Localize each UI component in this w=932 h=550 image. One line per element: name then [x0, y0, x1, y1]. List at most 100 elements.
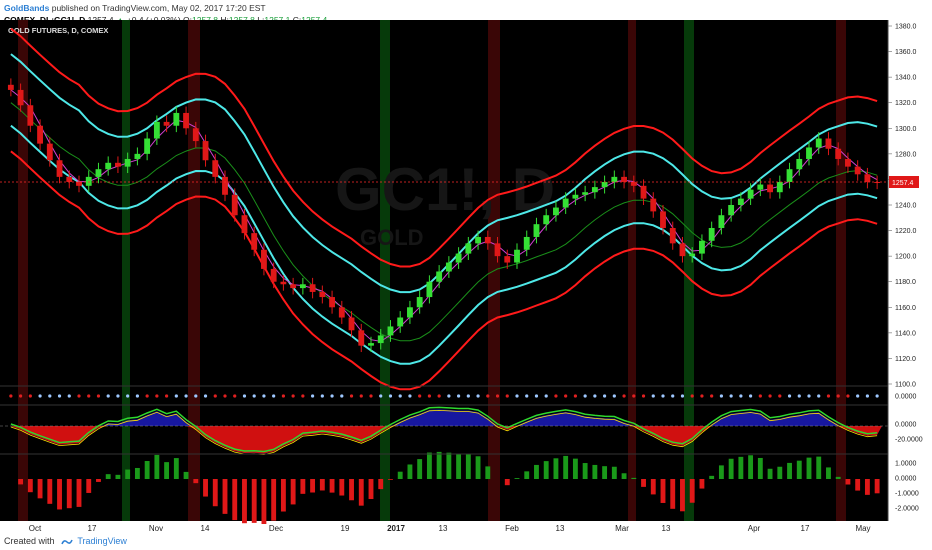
price-tag: [889, 176, 919, 188]
candle-body: [650, 198, 657, 212]
histogram-bar: [319, 479, 325, 491]
hist-axis-label: 1.0000: [895, 461, 917, 468]
histogram-bar: [436, 451, 442, 479]
histogram-bar: [173, 458, 179, 479]
histogram-bar: [271, 479, 277, 521]
chart-svg[interactable]: GC1!, D GOLD GOLD FUTURES, D, COMEX 1380…: [0, 20, 932, 534]
oscillator-negative-fill: [6, 426, 882, 454]
histogram-bar: [767, 468, 773, 479]
osc-axis-label: -20.0000: [895, 437, 923, 444]
histogram-bar: [96, 479, 101, 482]
signal-dot: [379, 394, 383, 398]
date-axis-label: Nov: [149, 524, 163, 533]
upper-outer-band: [10, 27, 878, 268]
signal-dot: [194, 394, 198, 398]
signal-dot: [418, 394, 422, 398]
signal-dot: [534, 394, 539, 398]
histogram-bar: [465, 453, 471, 479]
date-axis-label: May: [855, 524, 870, 533]
author-link[interactable]: GoldBands: [4, 3, 50, 13]
candles: [7, 78, 881, 353]
date-axis-label: 19: [341, 524, 350, 533]
histogram-bar: [748, 455, 754, 479]
chart-area[interactable]: GC1!, D GOLD GOLD FUTURES, D, COMEX 1380…: [0, 20, 932, 534]
candle-body: [338, 307, 345, 318]
signal-dot: [593, 394, 597, 398]
date-axis-label: 17: [88, 524, 97, 533]
histogram-bar: [592, 464, 598, 479]
histogram-bar: [232, 479, 238, 521]
signal-dot: [680, 394, 685, 398]
date-axis-label: 13: [662, 524, 671, 533]
candle-body: [212, 160, 219, 177]
candle-body: [553, 207, 559, 216]
candle-body: [669, 228, 676, 244]
signal-dot: [19, 394, 23, 398]
candle-body: [640, 185, 647, 199]
histogram-bar: [349, 479, 354, 501]
histogram-bar: [66, 479, 72, 509]
date-axis[interactable]: Oct 17 Nov 14 Dec 19 2017 13 Feb 13 Mar 13 Apr 17 May: [29, 524, 871, 533]
lower-inner-band: [10, 124, 878, 365]
histogram-bar: [388, 479, 393, 480]
histogram-bar: [212, 479, 218, 507]
candle-body: [76, 181, 82, 186]
candle-body: [37, 125, 43, 144]
price-axis-label: 1120.0: [895, 356, 916, 363]
candle-body: [757, 184, 764, 190]
price-axis[interactable]: 1380.01360.01340.01320.01300.01280.01260…: [888, 24, 923, 513]
signal-dot: [135, 394, 139, 398]
signal-dot: [466, 394, 470, 398]
signal-dot: [272, 394, 276, 398]
price-axis-label: 1360.0: [895, 49, 917, 56]
candle-body: [280, 281, 287, 285]
candle-body: [562, 198, 569, 208]
candle-body: [387, 326, 394, 336]
histogram-bar: [144, 461, 150, 479]
candle-body: [523, 236, 530, 250]
signal-dot: [661, 394, 665, 398]
signal-dot: [359, 394, 363, 398]
candle-body: [689, 253, 696, 257]
date-axis-label: 17: [801, 524, 810, 533]
signal-dot: [223, 394, 227, 398]
signal-dot: [203, 394, 208, 398]
histogram-bar: [504, 479, 510, 486]
histogram-bar: [310, 479, 316, 493]
candle-body: [124, 158, 131, 167]
price-axis-label: 1200.0: [895, 254, 917, 261]
candle-body: [261, 249, 267, 269]
histogram-bar: [718, 465, 724, 479]
histogram-bar: [563, 455, 569, 479]
candle-body: [611, 176, 618, 182]
histogram-bar: [76, 479, 82, 507]
signal-dot: [437, 394, 441, 398]
oscillator-fast-line: [10, 409, 878, 455]
histogram-bar: [709, 475, 715, 479]
highlight-band: [18, 20, 28, 521]
histogram-bar: [251, 479, 257, 523]
histogram-bar: [397, 471, 403, 479]
date-axis-label: Oct: [29, 524, 42, 533]
price-axis-label: 1280.0: [895, 151, 917, 158]
signal-dot: [865, 394, 870, 398]
candle-body: [416, 297, 423, 308]
histogram-bar: [680, 479, 685, 512]
candle-body: [436, 271, 443, 282]
signal-dot: [690, 394, 694, 398]
price-tag-text: 1257.4: [892, 180, 914, 187]
signal-dot: [311, 394, 315, 398]
histogram-bar: [280, 479, 286, 512]
candle-body: [377, 335, 384, 344]
candle-body: [183, 112, 189, 129]
candle-body: [718, 215, 725, 229]
histogram-bar: [115, 474, 121, 479]
signal-dot: [651, 394, 655, 398]
histogram-bar: [134, 467, 140, 479]
histogram-bar: [417, 459, 423, 479]
publish-line: GoldBands published on TradingView.com, …: [4, 3, 266, 13]
tradingview-brand[interactable]: TradingView: [77, 536, 127, 546]
signal-dot: [797, 394, 801, 398]
highlight-band: [628, 20, 636, 521]
candle-body: [572, 194, 579, 199]
